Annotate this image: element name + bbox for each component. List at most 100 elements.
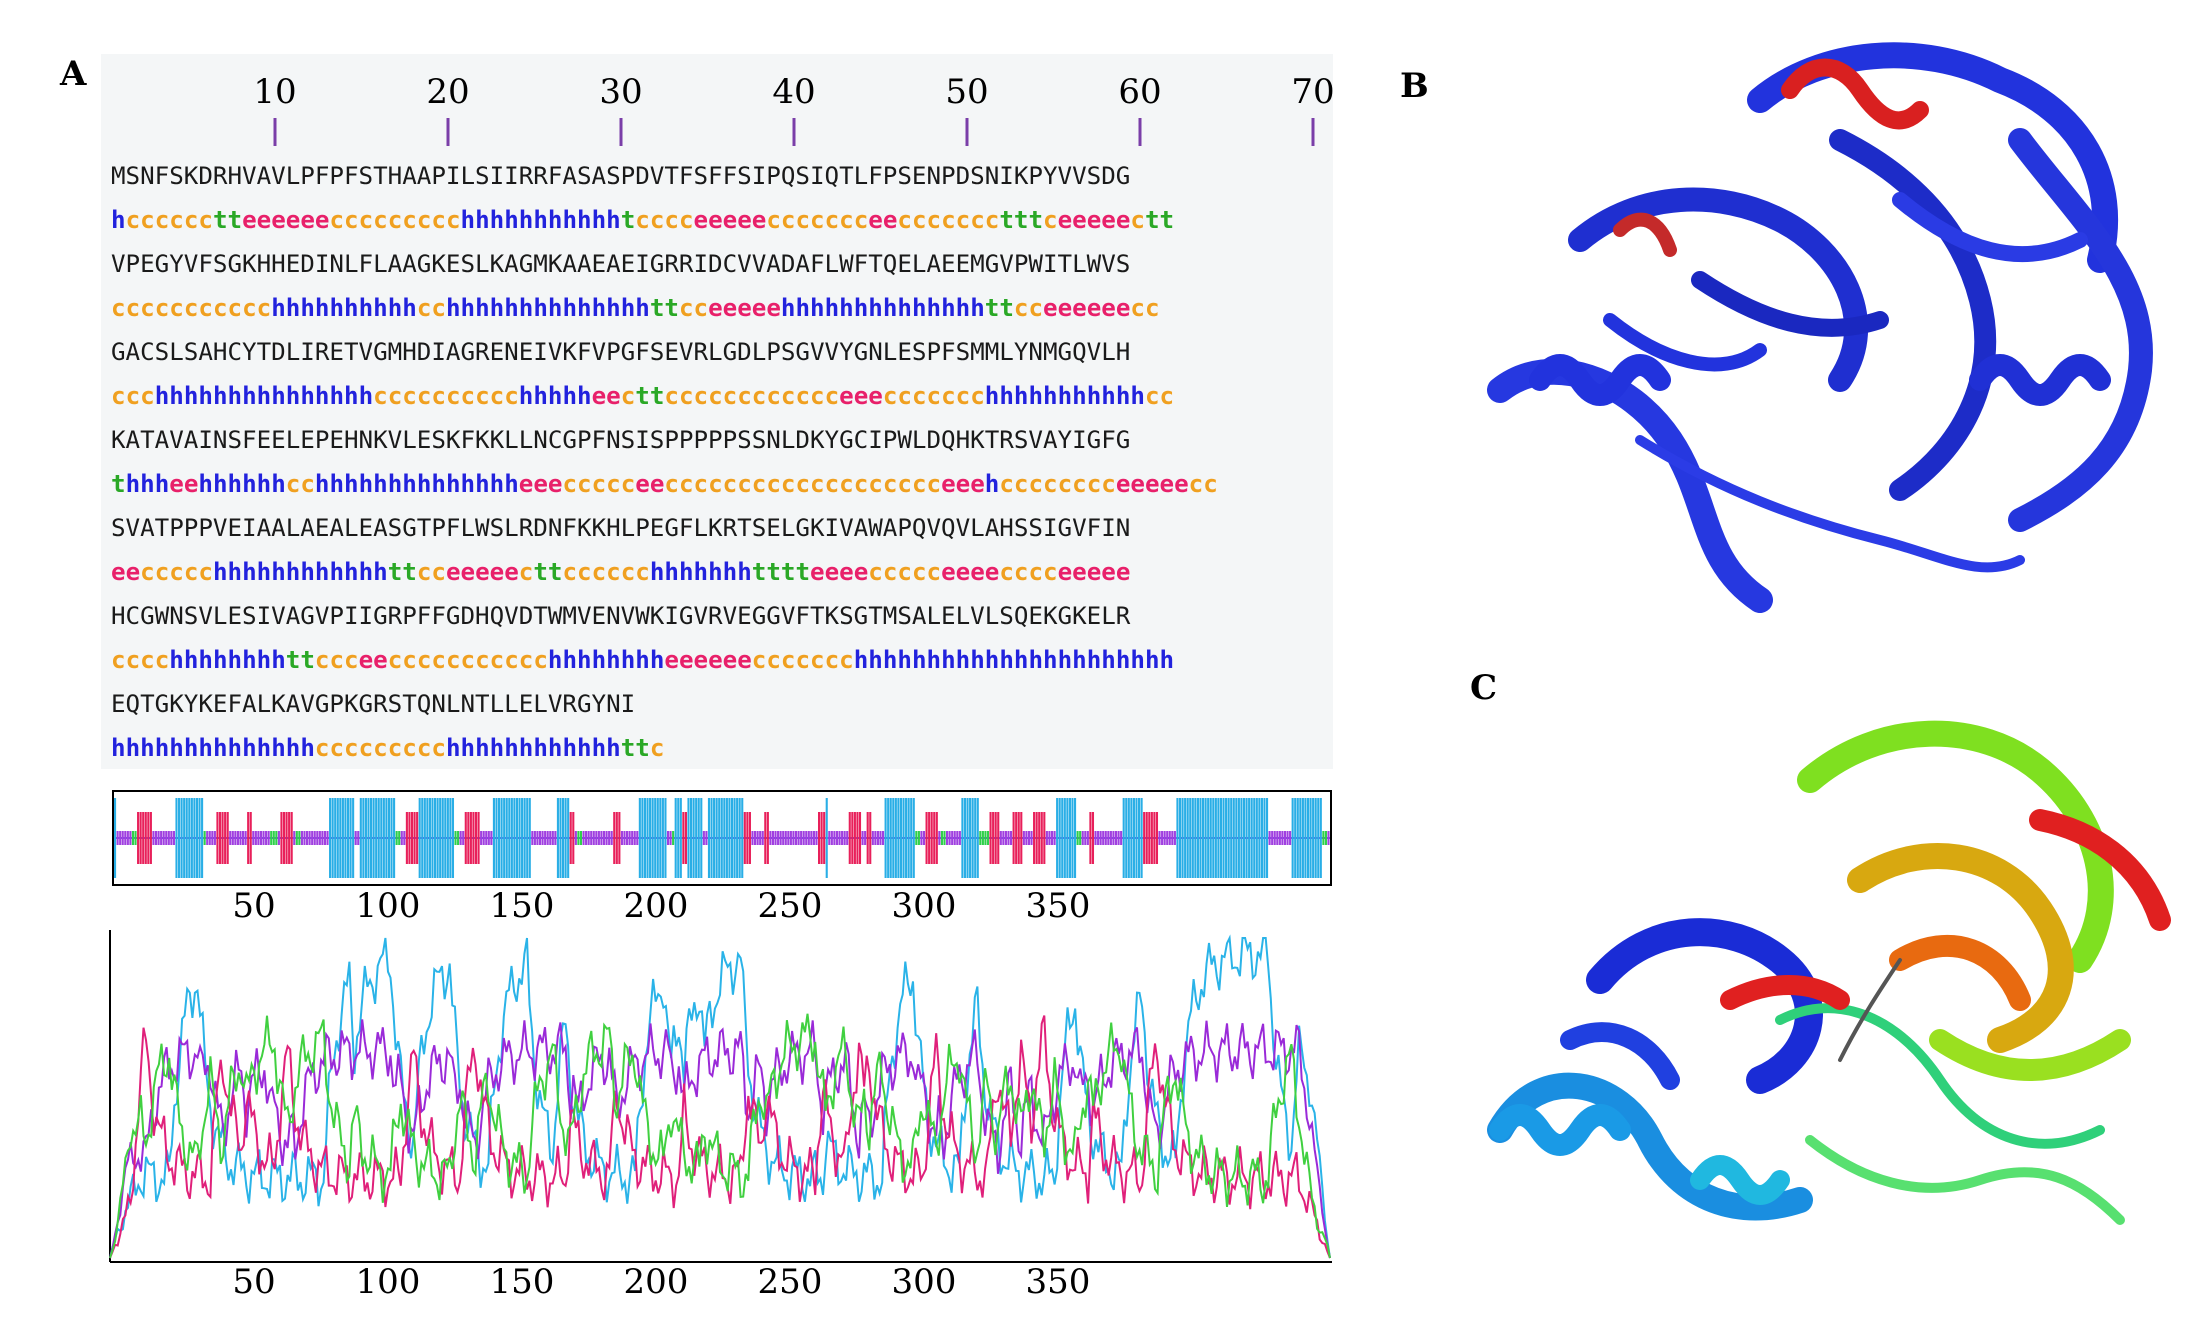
track-segment-e <box>282 812 286 864</box>
track-segment-h <box>500 798 503 878</box>
track-segment-c <box>1281 831 1284 845</box>
track-segment-c <box>400 831 403 845</box>
track-segment-c <box>541 831 544 845</box>
track-segment-h <box>1240 798 1243 878</box>
track-segment-h <box>1294 798 1297 878</box>
track-segment-h <box>183 798 186 878</box>
track-segment-t <box>577 831 580 845</box>
track-segment-c <box>956 831 959 845</box>
track-axis-tick-label: 50 <box>232 886 276 926</box>
amino-acid-row: VPEGYVFSGKHHEDINLFLAAGKESLKAGMKAAEAEIGRR… <box>111 250 1131 278</box>
track-segment-h <box>718 798 721 878</box>
track-segment-h <box>339 798 342 878</box>
track-segment-c <box>459 831 462 845</box>
track-segment-t <box>457 831 460 845</box>
secondary-structure-row: thhheehhhhhhcchhhhhhhhhhhhhheeeccccceecc… <box>111 470 1218 498</box>
track-segment-e <box>997 812 1000 864</box>
track-segment-c <box>549 831 552 845</box>
track-segment-c <box>211 831 214 845</box>
track-segment-e <box>144 812 147 864</box>
track-segment-e <box>682 812 685 864</box>
track-segment-t <box>979 831 982 845</box>
track-segment-h <box>1191 798 1194 878</box>
track-segment-h <box>393 798 396 878</box>
track-segment-c <box>605 831 608 845</box>
track-segment-h <box>441 798 444 878</box>
track-segment-c <box>1050 831 1054 845</box>
track-segment-h <box>564 798 567 878</box>
track-segment-h <box>1063 798 1066 878</box>
track-segment-h <box>114 798 117 878</box>
track-segment-c <box>321 831 324 845</box>
track-segment-h <box>503 798 506 878</box>
track-segment-h <box>674 798 677 878</box>
track-segment-e <box>992 812 995 864</box>
track-segment-t <box>398 831 401 845</box>
track-segment-e <box>224 812 227 864</box>
ruler-tick-mark <box>792 118 796 146</box>
track-segment-h <box>382 798 385 878</box>
track-segment-c <box>1099 831 1102 845</box>
track-segment-c <box>1027 831 1031 845</box>
track-segment-e <box>1155 812 1159 864</box>
track-segment-h <box>1222 798 1225 878</box>
track-segment-c <box>318 831 321 845</box>
track-segment-e <box>748 812 751 864</box>
track-segment-c <box>154 831 158 845</box>
panel-label-c: C <box>1470 668 1498 708</box>
track-segment-e <box>405 812 408 864</box>
secondary-structure-row: eeccccchhhhhhhhhhhhttcceeeeecttcccccchhh… <box>111 558 1131 586</box>
track-axis-tick-label: 150 <box>489 886 555 926</box>
track-segment-c <box>311 831 314 845</box>
track-segment-h <box>1319 798 1322 878</box>
track-segment-h <box>687 798 690 878</box>
track-segment-h <box>492 798 495 878</box>
track-segment-t <box>986 831 990 845</box>
track-segment-c <box>835 831 839 845</box>
secondary-structure-row: hcccccctteeeeeeccccccccchhhhhhhhhhhtcccc… <box>111 206 1175 234</box>
track-axis-tick-label: 200 <box>623 886 689 926</box>
track-segment-c <box>265 831 268 845</box>
track-segment-c <box>1117 831 1120 845</box>
profile-axis-tick-label: 150 <box>489 1262 555 1302</box>
track-segment-c <box>628 831 631 845</box>
track-segment-h <box>521 798 524 878</box>
track-segment-t <box>1079 831 1082 845</box>
track-segment-h <box>741 798 744 878</box>
track-segment-e <box>139 812 142 864</box>
ruler-tick-mark <box>273 118 277 146</box>
track-segment-c <box>482 831 485 845</box>
track-segment-c <box>1114 831 1118 845</box>
ruler-tick-mark <box>965 118 969 146</box>
track-segment-c <box>626 831 629 845</box>
track-segment-c <box>1094 831 1097 845</box>
profile-axis-tick-label: 100 <box>355 1262 421 1302</box>
track-segment-c <box>800 831 803 845</box>
track-segment-h <box>523 798 526 878</box>
track-segment-c <box>861 831 864 845</box>
track-segment-h <box>912 798 915 878</box>
track-segment-h <box>641 798 644 878</box>
track-segment-h <box>352 798 355 878</box>
track-segment-h <box>1209 798 1212 878</box>
track-segment-c <box>300 831 303 845</box>
track-segment-c <box>815 831 818 845</box>
track-segment-h <box>638 798 641 878</box>
profile-curve-magenta <box>109 1015 1331 1259</box>
ruler-tick-label: 60 <box>1118 72 1162 112</box>
track-segment-h <box>679 798 682 878</box>
track-segment-h <box>380 798 383 878</box>
track-segment-e <box>226 812 229 864</box>
track-segment-c <box>236 831 239 845</box>
track-segment-h <box>1312 798 1315 878</box>
track-segment-e <box>1148 812 1151 864</box>
track-segment-c <box>592 831 595 845</box>
track-segment-h <box>738 798 741 878</box>
track-segment-c <box>323 831 327 845</box>
ruler-tick-label: 40 <box>772 72 816 112</box>
track-segment-h <box>421 798 424 878</box>
track-segment-h <box>515 798 519 878</box>
track-segment-h <box>1199 798 1202 878</box>
secondary-structure-row: ccchhhhhhhhhhhhhhhcccccccccchhhhheecttcc… <box>111 382 1175 410</box>
track-segment-c <box>303 831 306 845</box>
